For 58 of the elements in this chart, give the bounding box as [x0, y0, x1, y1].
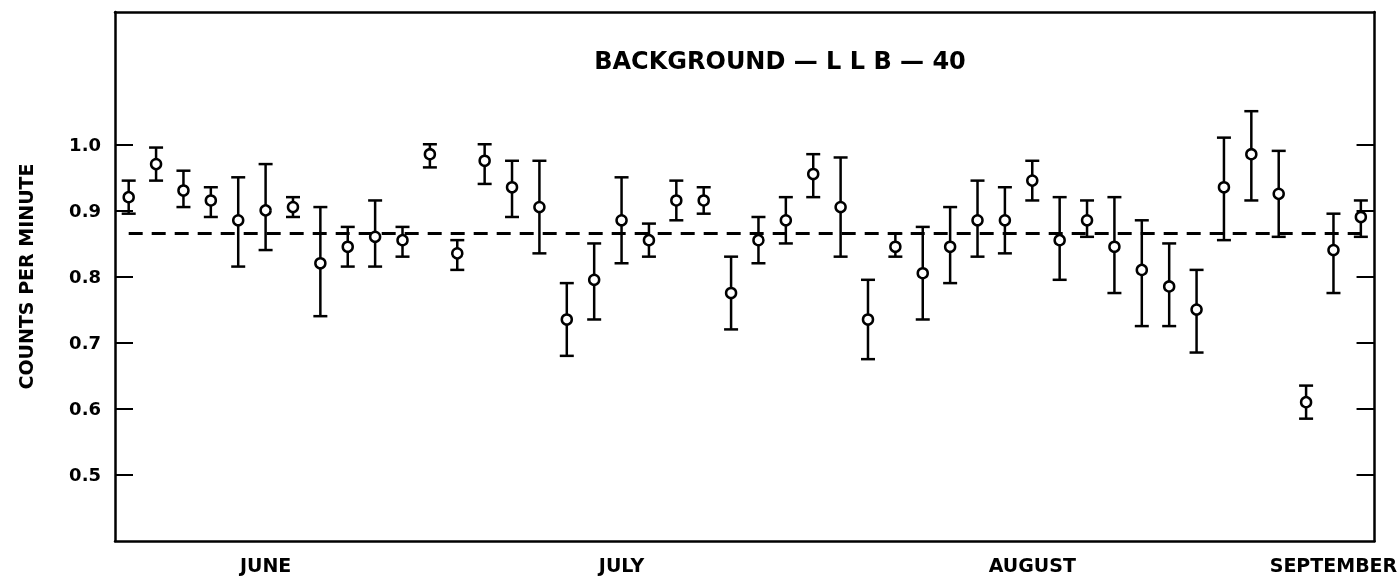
point — [752, 233, 765, 247]
point — [779, 214, 793, 227]
y-tick-label: 0.9 — [69, 199, 101, 221]
point — [697, 194, 710, 207]
point — [1354, 210, 1368, 224]
point — [149, 157, 163, 171]
point — [1026, 174, 1039, 187]
point — [1162, 280, 1176, 293]
point — [204, 194, 218, 207]
point — [1272, 187, 1285, 201]
point — [423, 147, 437, 161]
x-tick-label: JUNE — [237, 553, 292, 576]
point — [889, 240, 902, 253]
point — [505, 180, 519, 194]
point — [834, 200, 847, 214]
x-tick-label: SEPTEMBER — [1269, 553, 1398, 576]
point — [1190, 303, 1203, 316]
point — [231, 214, 245, 227]
point — [1299, 395, 1313, 409]
point — [587, 273, 601, 287]
point — [724, 286, 738, 300]
point — [971, 214, 984, 227]
point — [943, 240, 957, 253]
point — [286, 200, 300, 214]
point — [341, 240, 354, 253]
point — [314, 257, 327, 270]
point — [1080, 214, 1094, 227]
y-tick-label: 0.6 — [69, 398, 101, 420]
point — [1053, 233, 1066, 247]
point — [259, 204, 272, 217]
x-tick-label: AUGUST — [988, 553, 1076, 576]
y-tick-label: 1.0 — [69, 133, 101, 155]
text: BACKGROUND — L L B — 40 — [594, 47, 966, 75]
y-tick-label: 0.7 — [69, 332, 101, 354]
y-axis-title: COUNTS PER MINUTE — [14, 163, 37, 390]
point — [478, 154, 491, 168]
point — [806, 167, 820, 181]
point — [998, 214, 1012, 227]
point — [451, 247, 464, 260]
point — [1327, 243, 1340, 257]
point — [368, 230, 382, 244]
y-tick-label: 0.5 — [69, 464, 101, 486]
point — [122, 190, 135, 204]
point — [670, 194, 683, 207]
point — [1245, 147, 1258, 161]
point — [861, 313, 875, 326]
point — [1135, 263, 1149, 277]
point — [560, 313, 574, 326]
point — [642, 233, 656, 247]
point — [1217, 180, 1231, 194]
point — [533, 200, 546, 214]
point — [396, 233, 409, 247]
point — [615, 214, 628, 227]
point — [1108, 240, 1121, 253]
point — [916, 266, 929, 280]
point — [177, 184, 190, 197]
x-tick-label: JULY — [596, 553, 645, 576]
y-tick-label: 0.8 — [69, 266, 101, 287]
